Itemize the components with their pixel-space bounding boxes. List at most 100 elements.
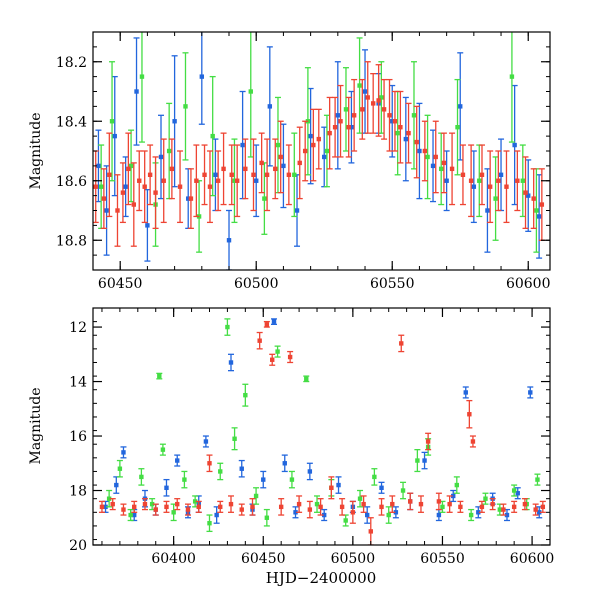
data-point <box>238 459 245 478</box>
data-point <box>500 503 507 516</box>
marker <box>417 148 422 154</box>
data-point <box>95 129 102 203</box>
data-point <box>302 120 309 182</box>
marker <box>497 507 503 512</box>
marker <box>537 510 542 515</box>
marker <box>425 154 430 160</box>
data-point <box>195 500 202 513</box>
marker <box>240 142 245 148</box>
data-point <box>184 503 191 516</box>
marker <box>166 148 172 154</box>
marker <box>535 477 540 482</box>
data-point <box>385 506 392 524</box>
data-point <box>113 476 120 494</box>
marker <box>436 499 442 504</box>
marker <box>264 322 270 327</box>
data-point <box>138 32 145 143</box>
marker <box>257 338 262 343</box>
data-point <box>356 37 363 134</box>
x-tick-label: 60600 <box>506 276 551 292</box>
marker <box>114 482 119 488</box>
data-point <box>125 132 132 206</box>
data-point <box>484 168 491 253</box>
marker <box>110 501 115 507</box>
marker <box>96 163 101 169</box>
marker <box>534 208 539 213</box>
data-point <box>337 84 344 158</box>
marker <box>123 184 128 189</box>
data-point <box>386 78 393 152</box>
data-point <box>314 495 321 513</box>
data-point <box>144 189 151 262</box>
data-point <box>141 498 148 511</box>
data-point <box>109 498 116 511</box>
marker <box>406 130 411 136</box>
data-point <box>511 84 518 206</box>
marker <box>311 142 316 148</box>
marker <box>271 319 277 324</box>
data-point <box>534 473 541 486</box>
marker <box>286 172 292 177</box>
data-point <box>410 61 417 170</box>
marker <box>226 238 232 243</box>
marker <box>490 501 495 507</box>
marker <box>273 166 278 172</box>
data-point <box>413 105 420 179</box>
marker <box>318 504 323 510</box>
marker <box>336 482 341 488</box>
marker <box>199 74 205 79</box>
data-point <box>435 492 442 511</box>
x-tick-label: 60450 <box>241 551 286 567</box>
data-point <box>440 132 447 194</box>
data-point <box>234 144 241 218</box>
data-point <box>328 476 335 500</box>
data-point <box>414 449 421 473</box>
marker <box>485 208 490 213</box>
marker <box>361 501 366 507</box>
marker <box>267 104 273 109</box>
marker <box>338 119 343 124</box>
marker <box>304 376 309 382</box>
marker <box>350 510 356 515</box>
data-point <box>209 75 216 197</box>
marker <box>145 223 150 228</box>
data-point <box>187 168 194 230</box>
marker <box>335 113 341 118</box>
data-point <box>109 61 116 182</box>
y-tick-label: 18 <box>69 484 87 500</box>
marker <box>526 193 531 198</box>
marker <box>248 89 253 94</box>
data-point <box>182 52 189 161</box>
marker <box>121 507 126 512</box>
marker <box>128 163 134 169</box>
marker <box>185 507 191 512</box>
marker <box>112 133 117 139</box>
marker <box>444 178 449 183</box>
marker <box>243 166 248 172</box>
marker <box>422 458 427 463</box>
marker <box>158 154 164 160</box>
data-point <box>247 32 254 158</box>
data-point <box>274 345 281 358</box>
data-point <box>136 150 143 212</box>
data-point <box>391 90 398 152</box>
data-point <box>156 372 163 380</box>
data-point <box>226 209 233 270</box>
marker <box>93 184 98 189</box>
data-point <box>335 476 342 494</box>
data-point <box>181 470 188 489</box>
data-point <box>307 87 314 185</box>
data-point <box>530 168 537 230</box>
marker <box>243 392 248 398</box>
marker <box>408 499 413 504</box>
data-point <box>120 446 127 459</box>
data-point <box>511 500 518 513</box>
marker <box>379 95 384 100</box>
data-point <box>220 132 227 206</box>
marker <box>400 488 406 493</box>
data-point <box>272 138 279 200</box>
marker <box>483 496 488 501</box>
marker <box>498 172 504 177</box>
data-point <box>206 150 213 224</box>
marker <box>470 439 476 444</box>
